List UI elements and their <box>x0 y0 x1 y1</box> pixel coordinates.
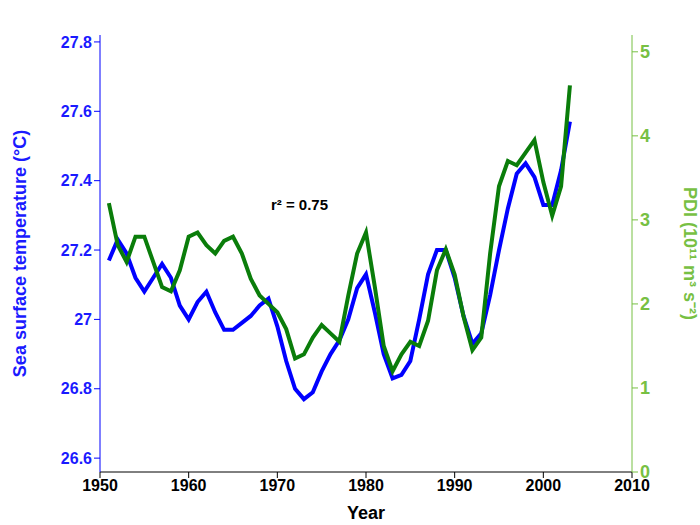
svg-text:Sea surface temperature (°C): Sea surface temperature (°C) <box>10 130 30 377</box>
svg-text:27.8: 27.8 <box>61 34 92 51</box>
svg-text:PDI (10¹¹ m³ s⁻²): PDI (10¹¹ m³ s⁻²) <box>680 187 692 320</box>
svg-text:27.4: 27.4 <box>61 172 92 189</box>
svg-text:27.6: 27.6 <box>61 103 92 120</box>
svg-text:2010: 2010 <box>614 477 650 495</box>
svg-text:26.8: 26.8 <box>61 380 92 397</box>
svg-text:1970: 1970 <box>260 477 296 494</box>
svg-text:4: 4 <box>640 126 650 146</box>
svg-text:r² = 0.75: r² = 0.75 <box>271 196 328 213</box>
svg-text:0: 0 <box>640 462 650 482</box>
svg-text:26.6: 26.6 <box>61 450 92 467</box>
svg-text:1990: 1990 <box>437 477 473 494</box>
svg-text:27: 27 <box>74 311 92 328</box>
svg-text:1: 1 <box>640 378 650 398</box>
svg-text:3: 3 <box>640 210 650 230</box>
svg-text:1950: 1950 <box>82 477 118 494</box>
svg-text:27.2: 27.2 <box>61 242 92 259</box>
svg-text:1960: 1960 <box>171 477 207 494</box>
svg-text:2: 2 <box>640 294 650 314</box>
svg-text:Year: Year <box>347 503 385 523</box>
svg-text:2000: 2000 <box>526 477 562 494</box>
svg-text:1980: 1980 <box>348 477 384 494</box>
svg-text:5: 5 <box>640 42 650 62</box>
